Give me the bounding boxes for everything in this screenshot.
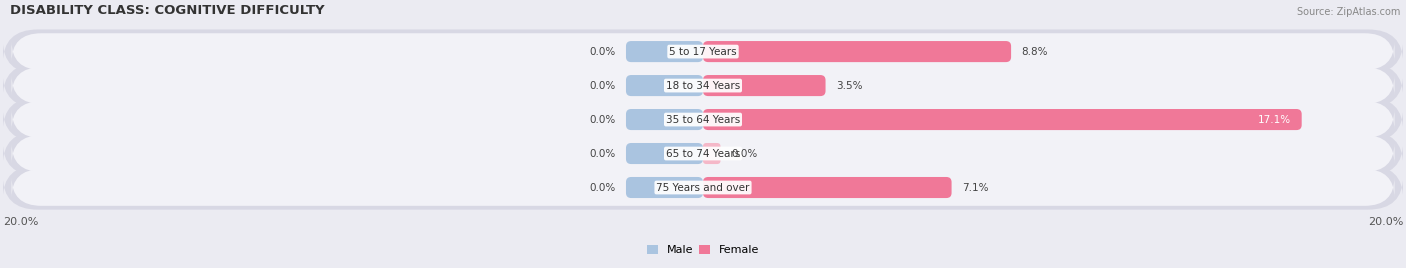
FancyBboxPatch shape: [626, 41, 703, 62]
FancyBboxPatch shape: [11, 169, 1395, 206]
Text: 17.1%: 17.1%: [1258, 114, 1291, 125]
Text: 8.8%: 8.8%: [1022, 47, 1047, 57]
FancyBboxPatch shape: [626, 75, 703, 96]
Text: 0.0%: 0.0%: [589, 148, 616, 159]
Text: 18 to 34 Years: 18 to 34 Years: [666, 81, 740, 91]
FancyBboxPatch shape: [703, 143, 720, 164]
FancyBboxPatch shape: [11, 33, 1395, 70]
FancyBboxPatch shape: [3, 29, 1403, 74]
Text: 20.0%: 20.0%: [1368, 217, 1403, 228]
Text: DISABILITY CLASS: COGNITIVE DIFFICULTY: DISABILITY CLASS: COGNITIVE DIFFICULTY: [10, 4, 325, 17]
FancyBboxPatch shape: [703, 41, 1011, 62]
FancyBboxPatch shape: [703, 109, 1302, 130]
FancyBboxPatch shape: [703, 75, 825, 96]
Text: 7.1%: 7.1%: [962, 183, 988, 192]
Text: 35 to 64 Years: 35 to 64 Years: [666, 114, 740, 125]
Text: 0.0%: 0.0%: [589, 81, 616, 91]
Text: 20.0%: 20.0%: [3, 217, 38, 228]
Text: 0.0%: 0.0%: [589, 47, 616, 57]
FancyBboxPatch shape: [626, 177, 703, 198]
Text: 5 to 17 Years: 5 to 17 Years: [669, 47, 737, 57]
FancyBboxPatch shape: [11, 135, 1395, 172]
FancyBboxPatch shape: [3, 131, 1403, 176]
FancyBboxPatch shape: [11, 101, 1395, 138]
FancyBboxPatch shape: [3, 98, 1403, 142]
FancyBboxPatch shape: [3, 165, 1403, 210]
Text: 0.0%: 0.0%: [589, 114, 616, 125]
FancyBboxPatch shape: [626, 143, 703, 164]
Text: 0.0%: 0.0%: [731, 148, 758, 159]
Legend: Male, Female: Male, Female: [643, 241, 763, 260]
Text: Source: ZipAtlas.com: Source: ZipAtlas.com: [1298, 7, 1400, 17]
FancyBboxPatch shape: [3, 64, 1403, 108]
FancyBboxPatch shape: [703, 177, 952, 198]
FancyBboxPatch shape: [11, 67, 1395, 104]
FancyBboxPatch shape: [626, 109, 703, 130]
Text: 65 to 74 Years: 65 to 74 Years: [666, 148, 740, 159]
Text: 75 Years and over: 75 Years and over: [657, 183, 749, 192]
Text: 3.5%: 3.5%: [837, 81, 862, 91]
Text: 0.0%: 0.0%: [589, 183, 616, 192]
